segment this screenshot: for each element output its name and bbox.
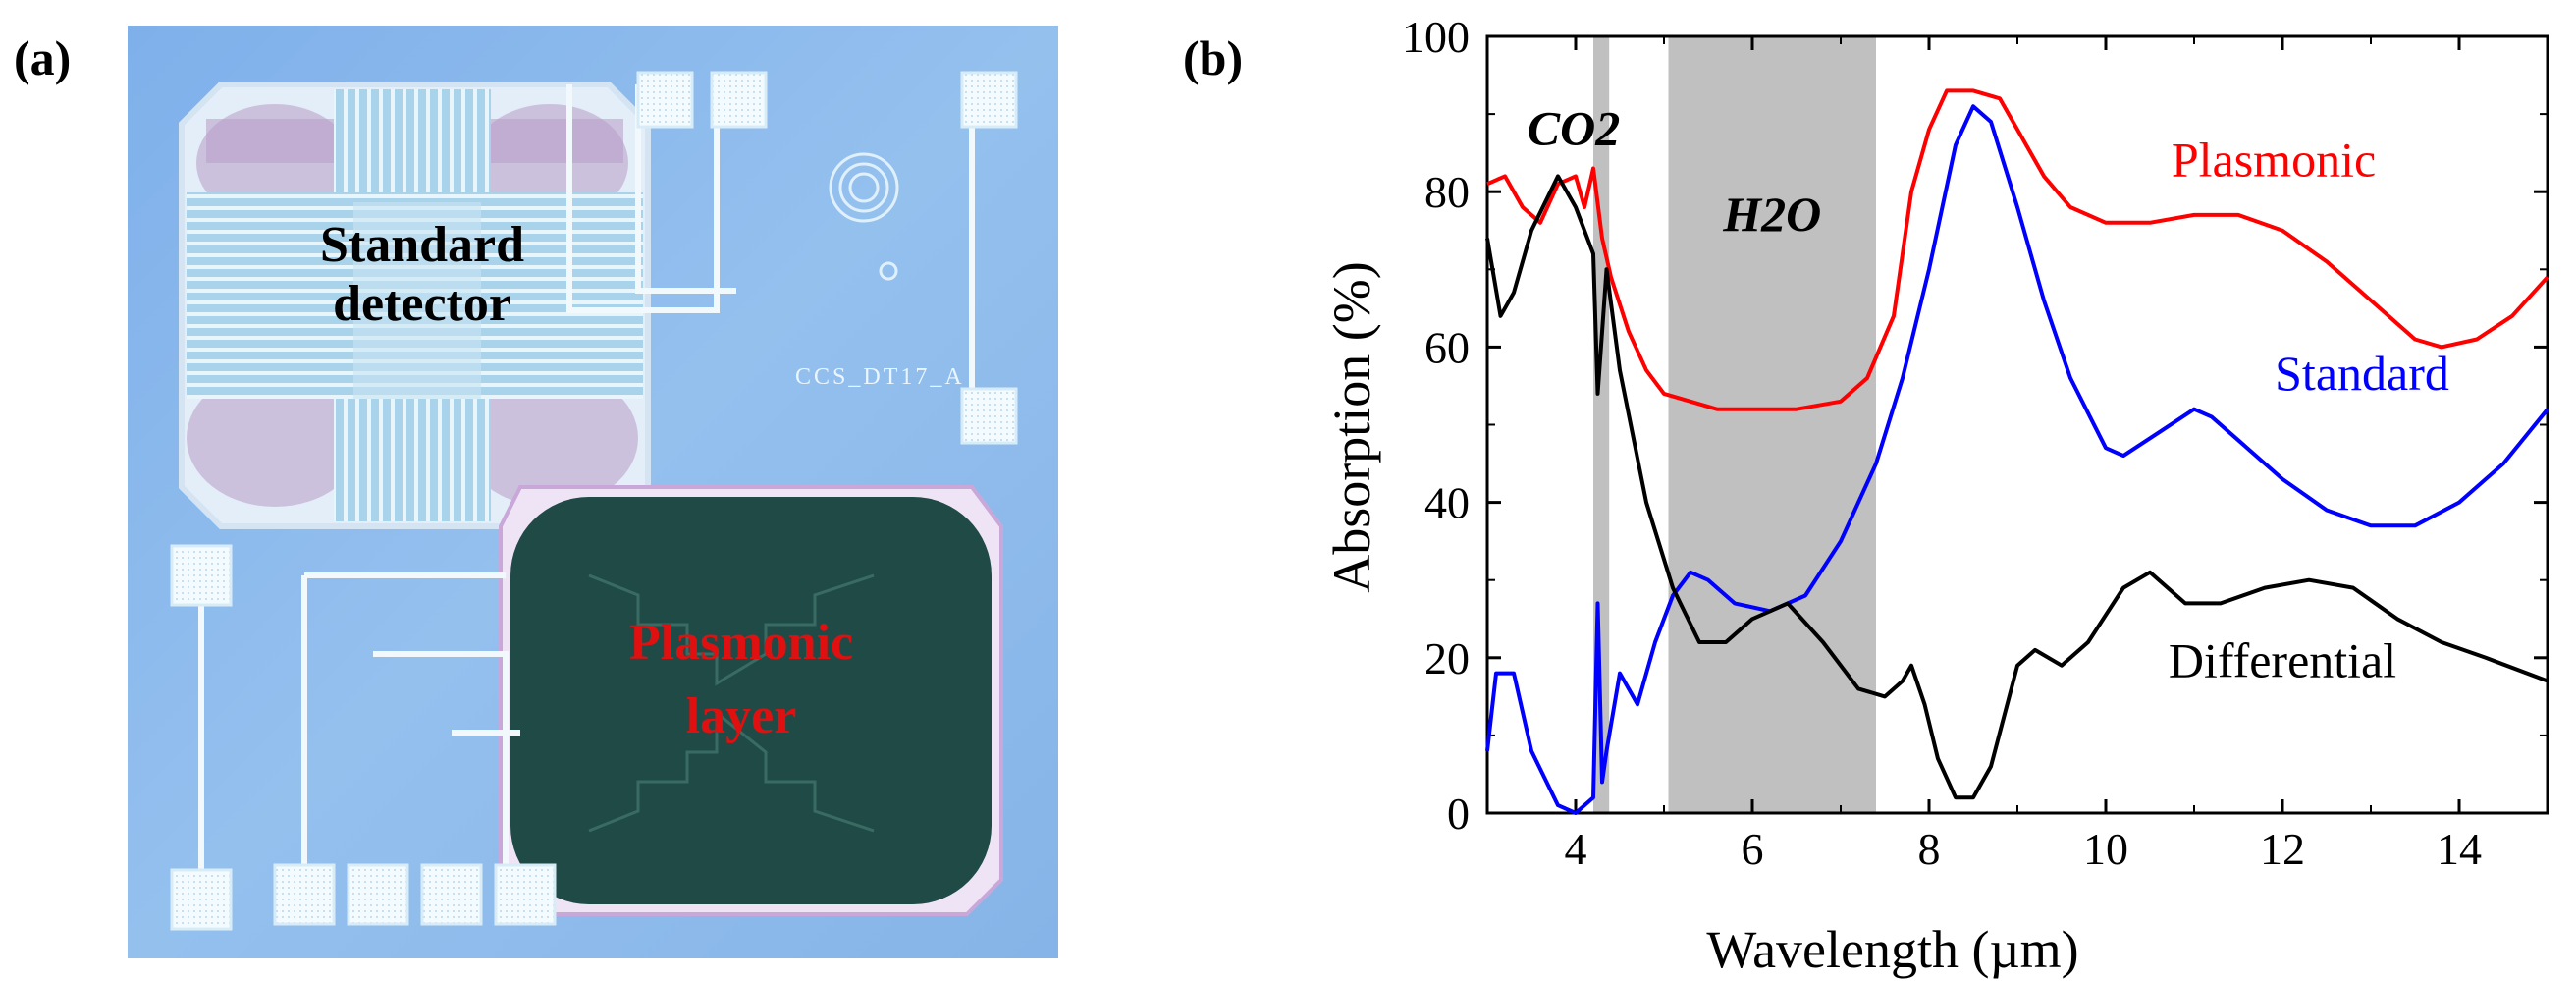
band-label-co2: CO2 xyxy=(1528,101,1620,156)
x-tick-label: 8 xyxy=(1918,824,1941,874)
y-tick-label: 20 xyxy=(1424,633,1470,683)
plasmonic-layer xyxy=(499,485,1003,916)
y-tick-label: 60 xyxy=(1424,322,1470,372)
bond-pad xyxy=(347,863,409,926)
x-tick-label: 14 xyxy=(2437,824,2482,874)
y-tick-label: 80 xyxy=(1424,167,1470,217)
y-tick-label: 100 xyxy=(1402,12,1470,62)
panel-b-label: (b) xyxy=(1183,30,1244,85)
bond-pad xyxy=(636,71,694,129)
chip-micrograph: Standard detector CCS_DT17_A Plasmonic l… xyxy=(128,26,1058,958)
x-tick-label: 6 xyxy=(1742,824,1764,874)
x-tick-label: 4 xyxy=(1565,824,1587,874)
y-axis-label: Absorption (%) xyxy=(1322,261,1381,592)
plot-frame xyxy=(1485,34,2549,815)
band-label-h2o: H2O xyxy=(1722,187,1821,242)
bond-pad xyxy=(710,71,768,129)
annotation-standard: Standard xyxy=(2275,346,2449,401)
absorption-chart: 4 6 8 10 12 14 0 20 40 60 80 100 CO2 H2O Plasmonic Sta… xyxy=(1322,12,2549,979)
series-plasmonic xyxy=(1486,88,2549,411)
x-tick-label: 10 xyxy=(2083,824,2128,874)
bond-pad xyxy=(960,387,1018,445)
y-tick-label: 0 xyxy=(1447,789,1470,839)
y-tick-label: 40 xyxy=(1424,478,1470,528)
annotation-plasmonic: Plasmonic xyxy=(2172,132,2376,187)
bond-pad xyxy=(960,71,1018,129)
chip-id: CCS_DT17_A xyxy=(795,364,965,390)
plasmonic-label-line2: layer xyxy=(686,688,797,744)
text-layer: CO2 H2O Plasmonic Standard Differential xyxy=(1528,101,2449,688)
top-traces xyxy=(566,84,975,438)
bond-pad xyxy=(170,868,233,931)
bond-pad xyxy=(420,863,483,926)
standard-label-line1: Standard xyxy=(320,217,524,273)
series-differential xyxy=(1485,174,2549,800)
x-tick-label: 12 xyxy=(2260,824,2305,874)
band-H2O xyxy=(1668,36,1876,813)
standard-label-line2: detector xyxy=(333,276,511,332)
bond-pad xyxy=(273,863,336,926)
bond-pad xyxy=(170,544,233,607)
series-layer xyxy=(1485,88,2549,815)
bottom-traces xyxy=(198,572,520,870)
axes-layer: 4 6 8 10 12 14 0 20 40 60 80 100 xyxy=(1402,12,2549,874)
x-axis-label: Wavelength (µm) xyxy=(1706,920,2078,979)
plasmonic-label-line1: Plasmonic xyxy=(629,615,853,671)
logo-mark xyxy=(829,152,899,281)
annotation-differential: Differential xyxy=(2169,633,2396,688)
series-standard xyxy=(1485,104,2549,815)
bond-pad xyxy=(494,863,557,926)
band-layer xyxy=(1593,36,1876,813)
panel-a-label: (a) xyxy=(14,30,72,85)
